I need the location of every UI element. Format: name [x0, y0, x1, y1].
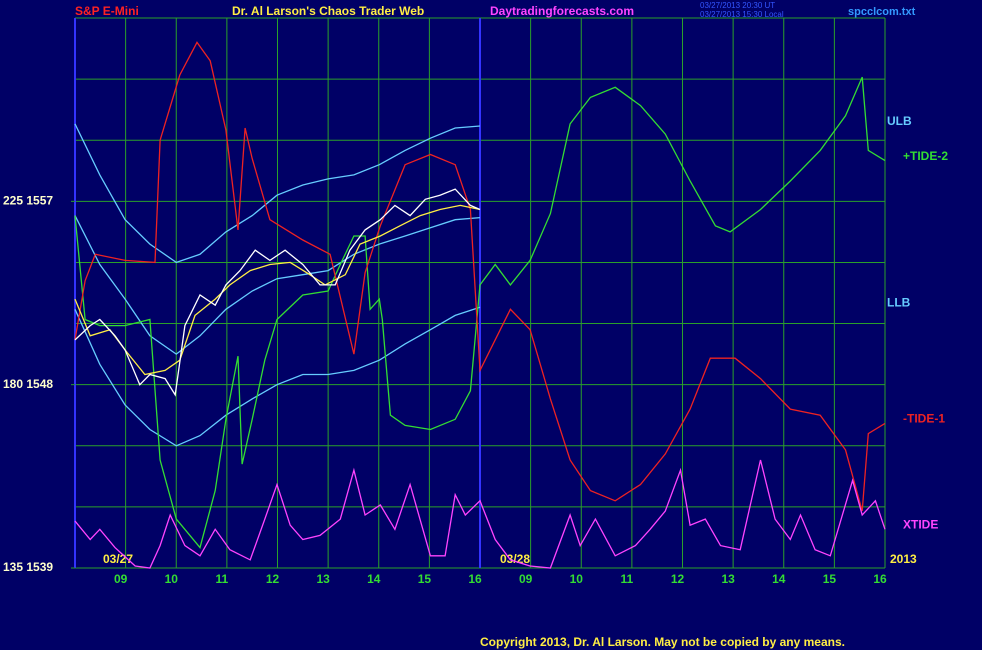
- x-tick-label: 11: [621, 572, 634, 586]
- series-line: [74, 306, 481, 447]
- series-label: LLB: [887, 295, 911, 309]
- x-tick-label: 09: [114, 572, 128, 586]
- y-tick-label: 135 1539: [3, 560, 53, 574]
- series-line: [74, 215, 481, 355]
- series-label: XTIDE: [903, 517, 938, 531]
- timestamp: 03/27/2013 20:30 UT: [700, 1, 775, 10]
- x-tick-label: 16: [468, 572, 482, 586]
- series-label: +TIDE-2: [903, 149, 948, 163]
- series-label: ULB: [887, 114, 912, 128]
- x-tick-label: 11: [216, 572, 229, 586]
- series-label: -TIDE-1: [903, 412, 945, 426]
- instrument: S&P E-Mini: [75, 4, 139, 18]
- x-tick-label: 13: [316, 572, 330, 586]
- series-line: [74, 204, 481, 376]
- chart-title: Dr. Al Larson's Chaos Trader Web: [232, 4, 424, 18]
- y-tick-label: 225 1557: [3, 194, 53, 208]
- x-tick-label: 14: [367, 572, 381, 586]
- x-tick-label: 12: [266, 572, 280, 586]
- date-label: 03/27: [103, 552, 133, 566]
- x-tick-label: 15: [823, 572, 837, 586]
- x-tick-label: 10: [570, 572, 584, 586]
- series-line: [74, 459, 886, 569]
- file-name: spcclcom.txt: [848, 6, 916, 18]
- date-label: 2013: [890, 552, 917, 566]
- series-line: [74, 123, 481, 264]
- timestamp: 03/27/2013 15:30 Local: [700, 10, 784, 19]
- x-tick-label: 10: [165, 572, 179, 586]
- website: Daytradingforecasts.com: [490, 4, 634, 18]
- copyright: Copyright 2013, Dr. Al Larson. May not b…: [480, 635, 845, 649]
- series-line: [74, 76, 886, 549]
- series-line: [74, 188, 481, 397]
- x-tick-label: 13: [721, 572, 735, 586]
- y-tick-label: 180 1548: [3, 377, 53, 391]
- x-tick-label: 16: [873, 572, 887, 586]
- x-tick-label: 09: [519, 572, 533, 586]
- x-tick-label: 12: [671, 572, 685, 586]
- x-tick-label: 14: [772, 572, 786, 586]
- x-tick-label: 15: [418, 572, 432, 586]
- series-line: [74, 41, 886, 512]
